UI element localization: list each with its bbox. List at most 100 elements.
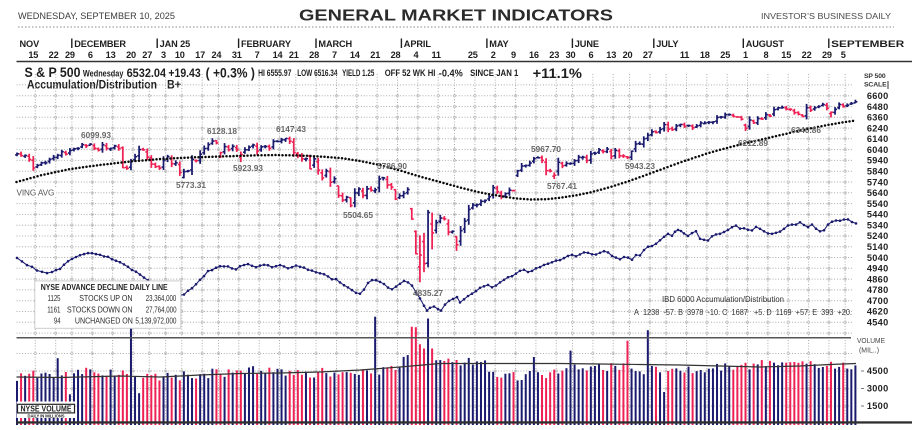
svg-text:15: 15: [28, 50, 38, 60]
svg-text:29: 29: [65, 50, 75, 60]
svg-text:HI 6555.97: HI 6555.97: [258, 68, 291, 78]
svg-text:JAN 25: JAN 25: [160, 39, 191, 49]
svg-text:NOV: NOV: [20, 39, 41, 49]
svg-text:APRIL: APRIL: [404, 39, 432, 49]
svg-text:27,764,000: 27,764,000: [146, 304, 177, 314]
svg-text:27: 27: [643, 50, 653, 60]
svg-text:MAY: MAY: [489, 39, 508, 49]
svg-text:9: 9: [511, 50, 516, 60]
svg-text:4620: 4620: [867, 307, 889, 317]
svg-text:AUGUST: AUGUST: [746, 39, 785, 49]
svg-text:15: 15: [781, 50, 791, 60]
svg-text:20: 20: [126, 50, 136, 60]
svg-text:6: 6: [588, 50, 593, 60]
svg-text:13: 13: [106, 50, 116, 60]
svg-text:7: 7: [255, 50, 260, 60]
svg-text:29: 29: [822, 50, 832, 60]
svg-text:OFF 52 WK HI: OFF 52 WK HI: [385, 68, 436, 79]
svg-text:30: 30: [566, 50, 576, 60]
svg-text:6340.86: 6340.86: [791, 125, 821, 135]
svg-text:11: 11: [432, 50, 441, 60]
svg-text:22: 22: [49, 50, 59, 60]
svg-text:6480: 6480: [867, 102, 889, 112]
svg-text:A 1238 -57. B 3978 -10. C: A 1238 -57. B 3978 -10. C 1687 +5. D 116…: [634, 308, 852, 317]
svg-text:STOCKS DOWN ON: STOCKS DOWN ON: [67, 304, 133, 314]
svg-text:5967.70: 5967.70: [531, 144, 561, 154]
svg-text:25: 25: [720, 50, 730, 60]
svg-text:VING AVG: VING AVG: [17, 189, 55, 198]
svg-text:5440: 5440: [867, 210, 889, 220]
svg-text:20: 20: [623, 50, 633, 60]
svg-text:5943.23: 5943.23: [625, 161, 655, 171]
svg-text:6532.04: 6532.04: [127, 66, 167, 80]
svg-text:DAILY IN MILLIONS: DAILY IN MILLIONS: [28, 413, 65, 418]
svg-text:3000: 3000: [867, 384, 889, 394]
svg-text:5840: 5840: [867, 167, 889, 177]
svg-text:21: 21: [289, 50, 299, 60]
svg-text:UNCHANGED ON: UNCHANGED ON: [75, 316, 133, 326]
svg-text:5: 5: [841, 50, 846, 60]
svg-text:5,139,972,000: 5,139,972,000: [135, 316, 176, 326]
svg-text:6600: 6600: [867, 91, 889, 101]
svg-text:4860: 4860: [867, 274, 889, 284]
svg-text:6099.93: 6099.93: [81, 130, 111, 140]
svg-text:5504.65: 5504.65: [343, 210, 373, 220]
svg-text:6240: 6240: [867, 123, 889, 133]
svg-text:4940: 4940: [867, 264, 889, 274]
svg-text:( +0.3% ): ( +0.3% ): [206, 66, 255, 81]
svg-text:NYSE VOLUME: NYSE VOLUME: [21, 404, 72, 413]
svg-text:10: 10: [175, 50, 185, 60]
svg-text:5540: 5540: [867, 199, 889, 209]
svg-text:FEBRUARY: FEBRUARY: [241, 39, 291, 49]
svg-text:8: 8: [763, 50, 768, 60]
svg-text:21: 21: [370, 50, 380, 60]
svg-text:6: 6: [88, 50, 93, 60]
svg-text:24: 24: [211, 50, 222, 60]
svg-text:SCALE: SCALE: [864, 82, 887, 89]
svg-text:JULY: JULY: [656, 39, 678, 49]
svg-text:3: 3: [161, 50, 166, 60]
svg-text:13: 13: [606, 50, 616, 60]
svg-text:SEPTEMBER: SEPTEMBER: [831, 39, 904, 49]
svg-text:22: 22: [802, 50, 812, 60]
svg-text:6212.89: 6212.89: [738, 138, 768, 148]
svg-text:5940: 5940: [867, 156, 889, 166]
svg-text:4700: 4700: [867, 296, 889, 306]
svg-text:5923.93: 5923.93: [233, 163, 263, 173]
svg-text:14: 14: [273, 50, 284, 60]
svg-text:5040: 5040: [867, 253, 889, 263]
svg-text:25: 25: [468, 50, 478, 60]
svg-text:5740: 5740: [867, 177, 889, 187]
svg-text:31: 31: [232, 50, 242, 60]
svg-text:6040: 6040: [867, 145, 889, 155]
svg-text:+11.1%: +11.1%: [533, 66, 582, 81]
svg-text:Wednesday: Wednesday: [83, 69, 124, 79]
svg-text:11: 11: [680, 50, 689, 60]
svg-text:S & P 500: S & P 500: [25, 65, 81, 80]
svg-text:SP 500: SP 500: [864, 73, 886, 80]
svg-text:1500: 1500: [867, 401, 889, 411]
svg-text:SINCE JAN 1: SINCE JAN 1: [470, 68, 518, 78]
svg-text:14: 14: [350, 50, 361, 60]
svg-text:5240: 5240: [867, 231, 889, 241]
svg-text:17: 17: [195, 50, 205, 60]
svg-text:5340: 5340: [867, 220, 889, 230]
svg-text:6360: 6360: [867, 113, 889, 123]
svg-text:1125: 1125: [48, 293, 61, 303]
svg-text:4540: 4540: [867, 318, 889, 328]
svg-text:94: 94: [54, 316, 61, 326]
svg-text:7: 7: [332, 50, 337, 60]
svg-text:28: 28: [391, 50, 401, 60]
svg-text:4835.27: 4835.27: [413, 288, 443, 298]
svg-text:16: 16: [529, 50, 539, 60]
svg-text:GENERAL MARKET INDICATORS: GENERAL MARKET INDICATORS: [299, 8, 613, 25]
svg-text:+19.43: +19.43: [168, 66, 200, 80]
svg-text:YIELD 1.25: YIELD 1.25: [342, 68, 374, 78]
svg-text:28: 28: [309, 50, 319, 60]
svg-text:MARCH: MARCH: [318, 39, 352, 49]
svg-text:-0.4%: -0.4%: [439, 69, 463, 80]
svg-text:JUNE: JUNE: [575, 39, 599, 49]
svg-text:18: 18: [700, 50, 710, 60]
svg-text:LOW 6516.34: LOW 6516.34: [297, 68, 337, 78]
svg-text:6140: 6140: [867, 134, 889, 144]
